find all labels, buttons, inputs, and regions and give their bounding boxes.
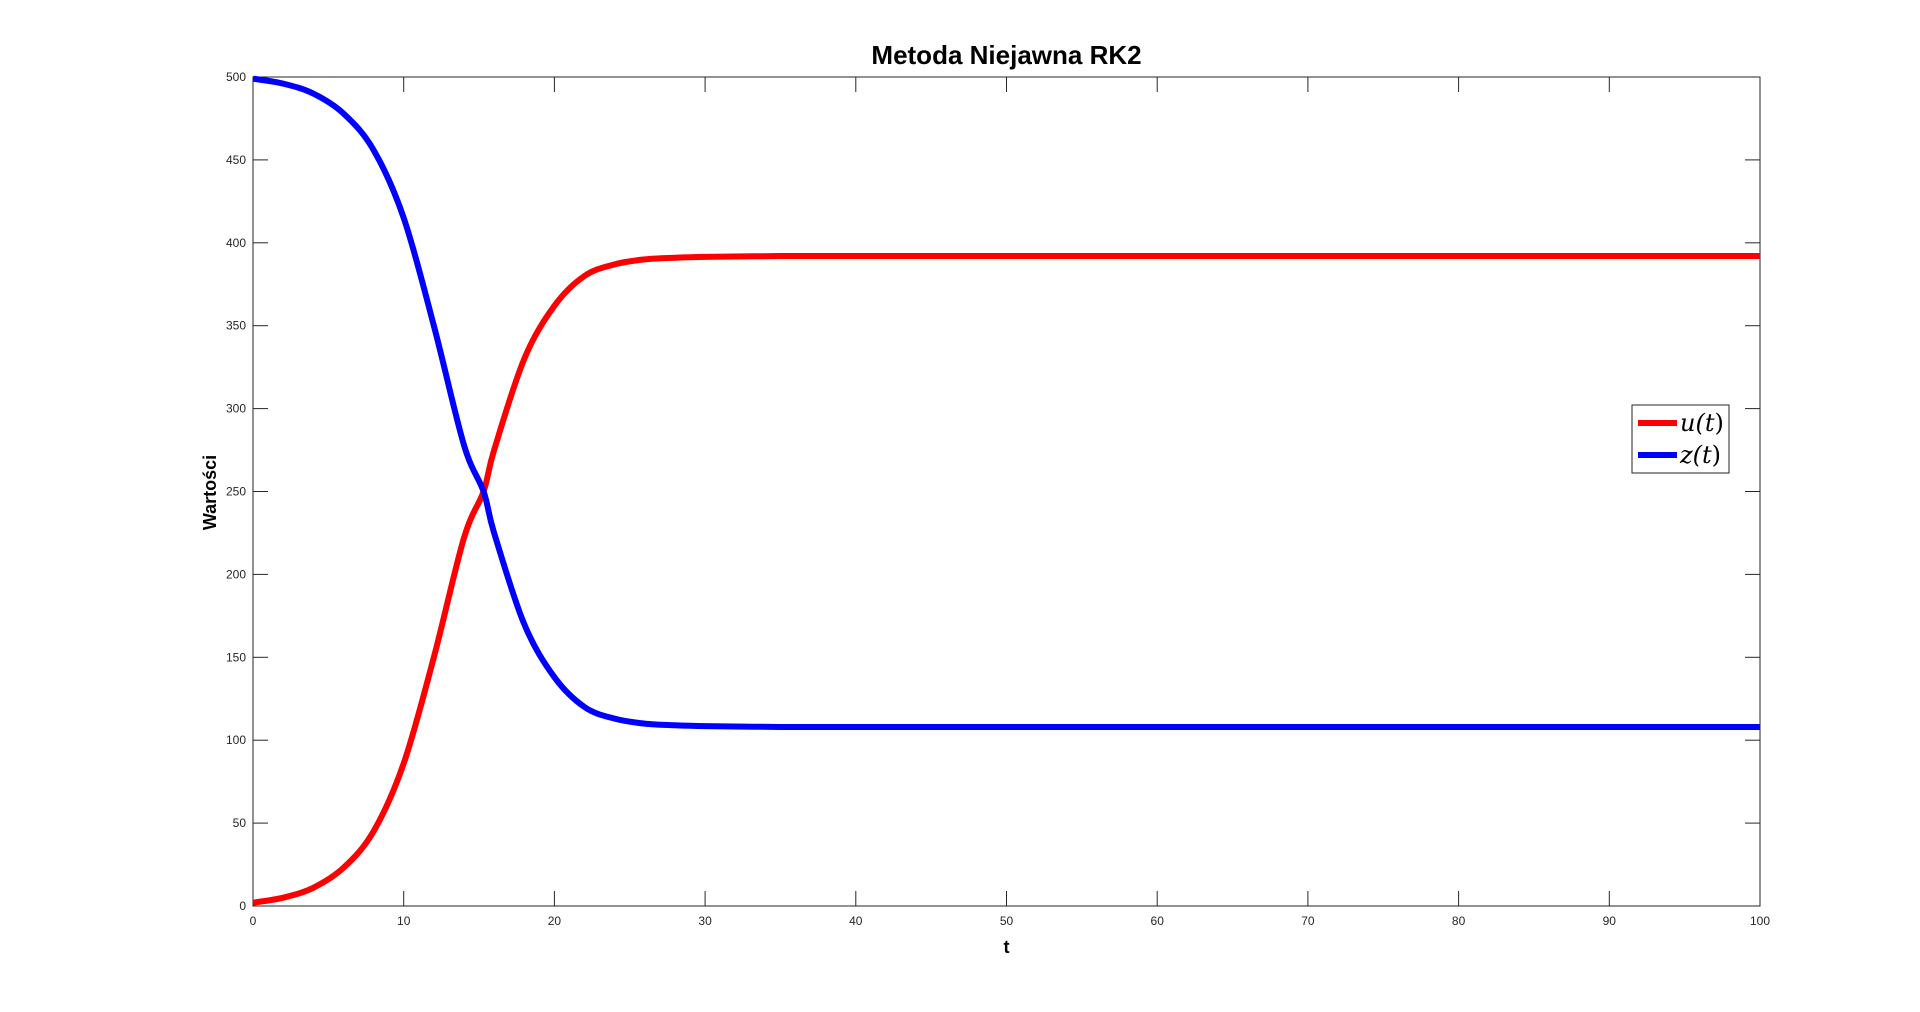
x-tick-label: 100	[1750, 914, 1770, 928]
legend-box	[1631, 404, 1730, 474]
x-tick-label: 90	[1603, 914, 1617, 928]
y-tick-label: 250	[226, 485, 246, 499]
legend-label-part: t	[1705, 409, 1715, 437]
x-tick-label: 60	[1151, 914, 1165, 928]
x-axis-title: t	[1004, 937, 1010, 957]
y-tick-label: 100	[226, 733, 246, 747]
x-tick-label: 10	[397, 914, 411, 928]
legend-label: u(t)	[1680, 409, 1724, 437]
legend: u(t)z(t)	[1631, 404, 1730, 474]
series-lines	[252, 75, 1760, 906]
y-tick-label: 300	[226, 402, 246, 416]
plot-area-box	[252, 76, 1761, 907]
x-tick-label: 40	[849, 914, 863, 928]
x-tick-label: 0	[250, 914, 257, 928]
y-tick-label: 400	[226, 236, 246, 250]
series-line-z	[252, 75, 1760, 730]
y-axis-title: Wartości	[200, 455, 220, 530]
y-tick-label: 150	[226, 650, 246, 664]
y-tick-label: 500	[226, 70, 246, 84]
x-tick-label: 50	[1000, 914, 1014, 928]
chart-title: Metoda Niejawna RK2	[871, 40, 1141, 70]
x-tick-label: 70	[1301, 914, 1315, 928]
y-tick-label: 50	[233, 816, 247, 830]
legend-label-part: )	[1712, 441, 1721, 469]
legend-label-part: )	[1714, 409, 1723, 437]
y-tick-label: 350	[226, 319, 246, 333]
y-tick-label: 200	[226, 567, 246, 581]
legend-label: z(t)	[1679, 441, 1721, 469]
x-tick-label: 20	[548, 914, 562, 928]
legend-label-part: z(	[1679, 441, 1703, 469]
y-tick-label: 0	[239, 899, 246, 913]
axes: 0 10 20 30 40 50 60 70 80 90 100 0 50 100 150 200 250 300…	[226, 70, 1770, 928]
legend-label-part: t	[1702, 441, 1712, 469]
y-tick-label: 450	[226, 153, 246, 167]
series-line-u	[252, 253, 1760, 906]
legend-label-part: u(	[1680, 409, 1705, 437]
x-tick-label: 80	[1452, 914, 1466, 928]
x-tick-label: 30	[698, 914, 712, 928]
